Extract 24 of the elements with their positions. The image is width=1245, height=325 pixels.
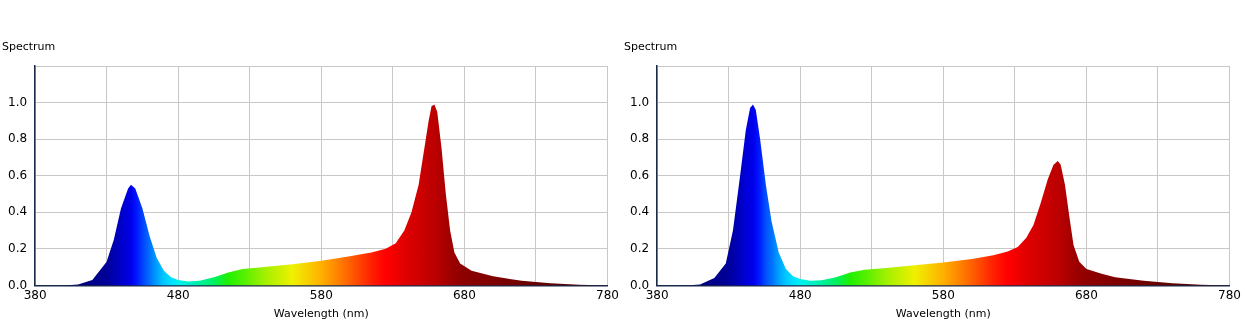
x-tick-label: 380 xyxy=(645,287,669,302)
y-tick-label: 1.0 xyxy=(7,94,28,109)
y-tick-label: 0.8 xyxy=(7,131,28,146)
y-tick-label: 0.2 xyxy=(7,240,28,255)
x-tick-label: 580 xyxy=(931,287,955,302)
x-tick-label: 680 xyxy=(452,287,476,302)
x-tick-label: 580 xyxy=(309,287,333,302)
y-axis-title: Spectrum xyxy=(2,40,56,54)
y-tick-label: 0.6 xyxy=(7,167,28,182)
y-tick-label: 0.8 xyxy=(629,131,650,146)
y-tick-label: 0.4 xyxy=(629,204,650,219)
y-tick-label: 0.6 xyxy=(629,167,650,182)
x-tick-label: 780 xyxy=(596,287,619,302)
y-tick-label: 0.4 xyxy=(7,204,28,219)
x-tick-label: 680 xyxy=(1074,287,1098,302)
y-tick-label: 0.2 xyxy=(629,240,650,255)
x-tick-label: 780 xyxy=(1218,287,1241,302)
y-tick-label: 1.0 xyxy=(629,94,650,109)
x-axis-title: Wavelength (nm) xyxy=(895,307,991,321)
x-tick-label: 380 xyxy=(23,287,47,302)
x-tick-label: 480 xyxy=(788,287,812,302)
x-axis-title: Wavelength (nm) xyxy=(273,307,369,321)
x-tick-label: 480 xyxy=(166,287,190,302)
y-axis-title: Spectrum xyxy=(624,40,678,54)
